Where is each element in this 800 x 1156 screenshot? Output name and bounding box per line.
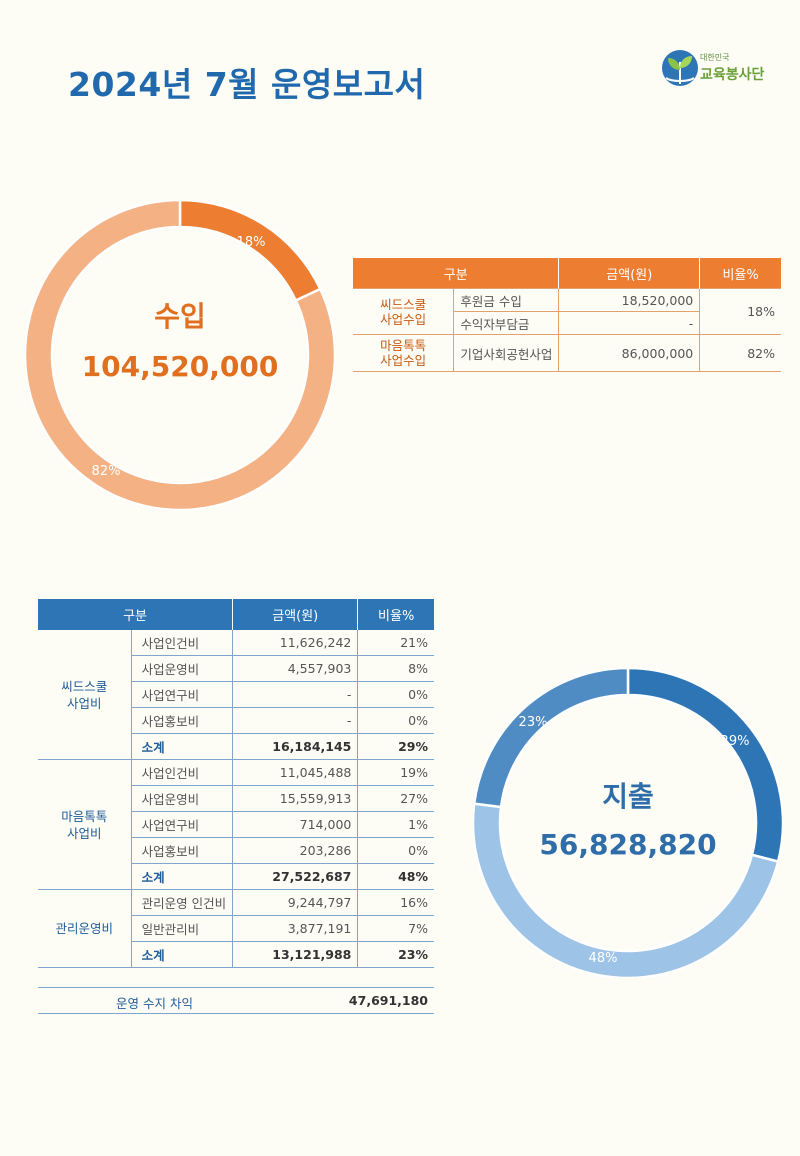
expense-item: 사업운영비 [131,655,234,682]
table-row: 관리운영비 관리운영 인건비 9,244,797 16% [38,889,434,968]
expense-item: 사업인건비 [131,759,234,786]
subtotal-row: 소계 16,184,145 29% [38,733,434,760]
expense-header-ratio: 비율% [357,599,434,630]
expense-amount: 11,626,242 [232,630,359,656]
expense-amount: 16,184,145 [232,733,359,760]
income-item: 수익자부담금 [453,311,560,335]
table-row: 사업홍보비 -0% [38,707,434,734]
table-row: 사업연구비 -0% [38,681,434,708]
expense-header-category: 구분 [38,599,234,630]
income-total: 104,520,000 [81,350,279,383]
net-balance-value: 47,691,180 [348,993,428,1008]
expense-item: 사업연구비 [131,811,234,838]
expense-amount: 714,000 [232,811,359,838]
logo-small-text: 대한민국 [700,53,730,62]
donut-slice [473,668,630,809]
expense-ratio: 16% [357,889,434,916]
expense-item: 소계 [131,733,234,760]
donut-slice [25,200,335,510]
net-balance-label: 운영 수지 차익 [116,996,193,1011]
income-ratio: 82% [699,334,781,372]
expense-donut-chart: 29% 48% 23% [473,668,783,978]
logo: 대한민국 교육봉사단 [660,48,770,98]
page-title: 2024년 7월 운영보고서 [68,65,426,104]
expense-ratio: 8% [357,655,434,682]
expense-category: 씨드스쿨 사업비 [38,630,132,760]
expense-amount: 27,522,687 [232,863,359,890]
expense-table: 구분 금액(원) 비율% 씨드스쿨 사업비 사업인건비 11,626,242 21% 사업… [38,599,434,968]
logo-main-text: 교육봉사단 [700,67,765,83]
expense-ratio: 1% [357,811,434,838]
expense-item: 소계 [131,941,234,968]
expense-ratio: 7% [357,915,434,942]
expense-amount: 3,877,191 [232,915,359,942]
table-row: 일반관리비 3,877,191 7% [38,915,434,942]
expense-label: 지출 [602,780,654,813]
expense-ratio: 21% [357,630,434,656]
net-balance-row: 운영 수지 차익 47,691,180 [38,987,434,1014]
subtotal-row: 소계 27,522,687 48% [38,863,434,890]
income-category: 마음톡톡 사업수입 [353,334,455,372]
table-row: 씨드스쿨 사업비 사업인건비 11,626,242 21% [38,630,434,760]
income-donut-chart: 18% 82% [25,200,335,510]
slice-label: 23% [519,715,548,730]
income-category: 씨드스쿨 사업수입 [353,288,455,335]
slice-label: 29% [721,734,750,749]
expense-ratio: 29% [357,733,434,760]
expense-item: 사업홍보비 [131,837,234,864]
table-row: 사업운영비 4,557,903 8% [38,655,434,682]
table-row: 사업홍보비 203,286 0% [38,837,434,864]
expense-item: 관리운영 인건비 [131,889,234,916]
expense-ratio: 27% [357,785,434,812]
income-amount: - [558,311,701,335]
donut-slice [178,200,322,303]
expense-category: 관리운영비 [38,889,132,968]
expense-header-amount: 금액(원) [232,599,359,630]
expense-ratio: 0% [357,837,434,864]
expense-ratio: 23% [357,941,434,968]
income-amount: 18,520,000 [558,288,701,312]
slice-label: 48% [589,951,618,966]
expense-total: 56,828,820 [539,828,717,861]
income-label: 수입 [154,300,206,333]
expense-item: 사업홍보비 [131,707,234,734]
income-item: 후원금 수입 [453,288,560,312]
table-row: 마음톡톡 사업비 사업인건비 11,045,488 19% [38,759,434,890]
subtotal-row: 소계 13,121,988 23% [38,941,434,968]
table-row: 사업운영비 15,559,913 27% [38,785,434,812]
expense-ratio: 19% [357,759,434,786]
expense-amount: - [232,681,359,708]
expense-category: 마음톡톡 사업비 [38,759,132,890]
expense-ratio: 48% [357,863,434,890]
income-header-ratio: 비율% [699,258,781,289]
expense-item: 사업운영비 [131,785,234,812]
expense-amount: 15,559,913 [232,785,359,812]
expense-item: 소계 [131,863,234,890]
slice-label: 82% [92,464,121,479]
expense-item: 일반관리비 [131,915,234,942]
income-item: 기업사회공헌사업 [453,334,560,372]
expense-item: 사업연구비 [131,681,234,708]
slice-label: 18% [237,235,266,250]
income-header-amount: 금액(원) [558,258,701,289]
income-ratio: 18% [699,288,781,335]
expense-amount: - [232,707,359,734]
expense-amount: 203,286 [232,837,359,864]
donut-slice [473,802,780,978]
expense-item: 사업인건비 [131,630,234,656]
expense-ratio: 0% [357,681,434,708]
leaf-logo-icon [662,50,698,86]
expense-amount: 13,121,988 [232,941,359,968]
income-amount: 86,000,000 [558,334,701,372]
expense-amount: 9,244,797 [232,889,359,916]
income-table: 구분 금액(원) 비율% 씨드스쿨 사업수입 후원금 수입 18,520,000 … [353,258,781,372]
expense-amount: 4,557,903 [232,655,359,682]
expense-ratio: 0% [357,707,434,734]
expense-amount: 11,045,488 [232,759,359,786]
table-row: 사업연구비 714,000 1% [38,811,434,838]
income-header-category: 구분 [353,258,560,289]
